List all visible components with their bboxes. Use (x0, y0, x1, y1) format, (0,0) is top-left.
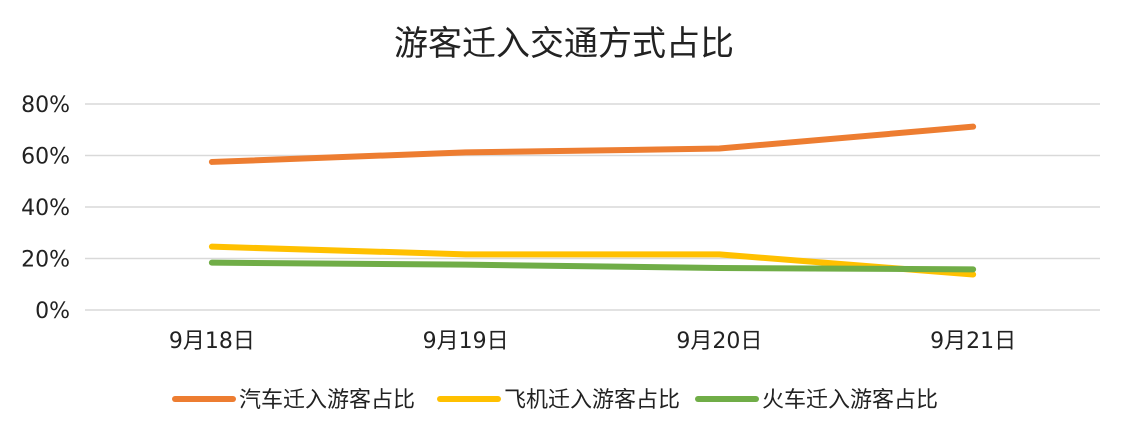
chart-title: 游客迁入交通方式占比 (394, 24, 734, 64)
legend-label-1: 汽车迁入游客占比 (239, 388, 415, 413)
legend-label-2: 飞机迁入游客占比 (504, 388, 680, 413)
legend-label-3: 火车迁入游客占比 (762, 388, 938, 413)
x-tick-label: 9月21日 (930, 329, 1016, 354)
x-axis-ticks: 9月18日 9月19日 9月20日 9月21日 (169, 329, 1016, 354)
series-line-2 (208, 243, 977, 278)
y-tick-label: 0% (35, 299, 70, 324)
y-axis-ticks: 0% 20% 40% 60% 80% (21, 93, 70, 324)
series-line-1 (208, 123, 977, 165)
gridlines (85, 103, 1100, 311)
x-tick-label: 9月18日 (169, 329, 255, 354)
series-lines (208, 123, 977, 278)
y-tick-label: 80% (21, 93, 70, 118)
y-tick-label: 20% (21, 248, 70, 273)
series-line-3 (208, 259, 977, 273)
x-tick-label: 9月20日 (676, 329, 762, 354)
legend: 汽车迁入游客占比 飞机迁入游客占比 火车迁入游客占比 (172, 388, 938, 413)
y-tick-label: 40% (21, 196, 70, 221)
y-tick-label: 60% (21, 145, 70, 170)
x-tick-label: 9月19日 (423, 329, 509, 354)
